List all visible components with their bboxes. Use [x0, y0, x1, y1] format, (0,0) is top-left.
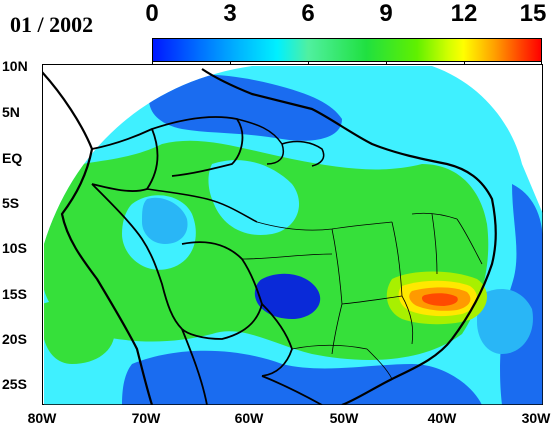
field-blue-peru	[142, 197, 188, 244]
colorbar-label-9: 9	[379, 0, 393, 27]
border-suriname	[281, 140, 325, 167]
lon-label: 80W	[27, 410, 57, 426]
lat-label: 5N	[2, 104, 20, 120]
field-blue-central	[254, 273, 321, 319]
date-label: 01 / 2002	[10, 12, 94, 37]
colorbar-label-0: 0	[145, 0, 159, 27]
border-brazil-north	[146, 188, 258, 223]
lat-label: 10S	[2, 240, 27, 256]
country-borders	[42, 68, 497, 405]
lat-label: 25S	[2, 376, 27, 392]
lat-label: 15S	[2, 286, 27, 302]
field-green-main	[44, 140, 489, 360]
colorbar-label-15: 15	[519, 0, 547, 27]
colorbar-label-3: 3	[223, 0, 237, 27]
lat-label: 5S	[2, 195, 20, 211]
field-green-west	[44, 299, 115, 364]
border-colombia	[91, 128, 159, 192]
field-blue-north	[148, 74, 342, 141]
coastline-west	[42, 71, 154, 405]
lon-label: 50W	[329, 410, 359, 426]
field-lightblue-southeast	[477, 289, 533, 354]
field-cyan-amazon	[208, 160, 300, 235]
field-red-hotspot	[421, 293, 458, 306]
state-borders	[241, 212, 483, 380]
precipitation-map	[42, 64, 543, 405]
lon-label: 60W	[234, 410, 264, 426]
colorbar-label-6: 6	[301, 0, 315, 27]
field-blue-south	[122, 350, 482, 405]
colorbar-gradient	[152, 38, 542, 62]
lon-label: 40W	[427, 410, 457, 426]
lat-label: 10N	[2, 58, 28, 74]
lat-label: EQ	[2, 150, 23, 166]
lat-label: 20S	[2, 331, 27, 347]
colorbar-label-12: 12	[450, 0, 478, 27]
border-peru	[91, 183, 183, 330]
border-venezuela	[151, 116, 244, 177]
lon-label: 30W	[521, 410, 551, 426]
coastline-north	[201, 68, 497, 405]
border-argentina	[181, 328, 323, 405]
lon-label: 70W	[131, 410, 161, 426]
border-bolivia	[181, 241, 263, 340]
precipitation-field	[44, 66, 543, 405]
